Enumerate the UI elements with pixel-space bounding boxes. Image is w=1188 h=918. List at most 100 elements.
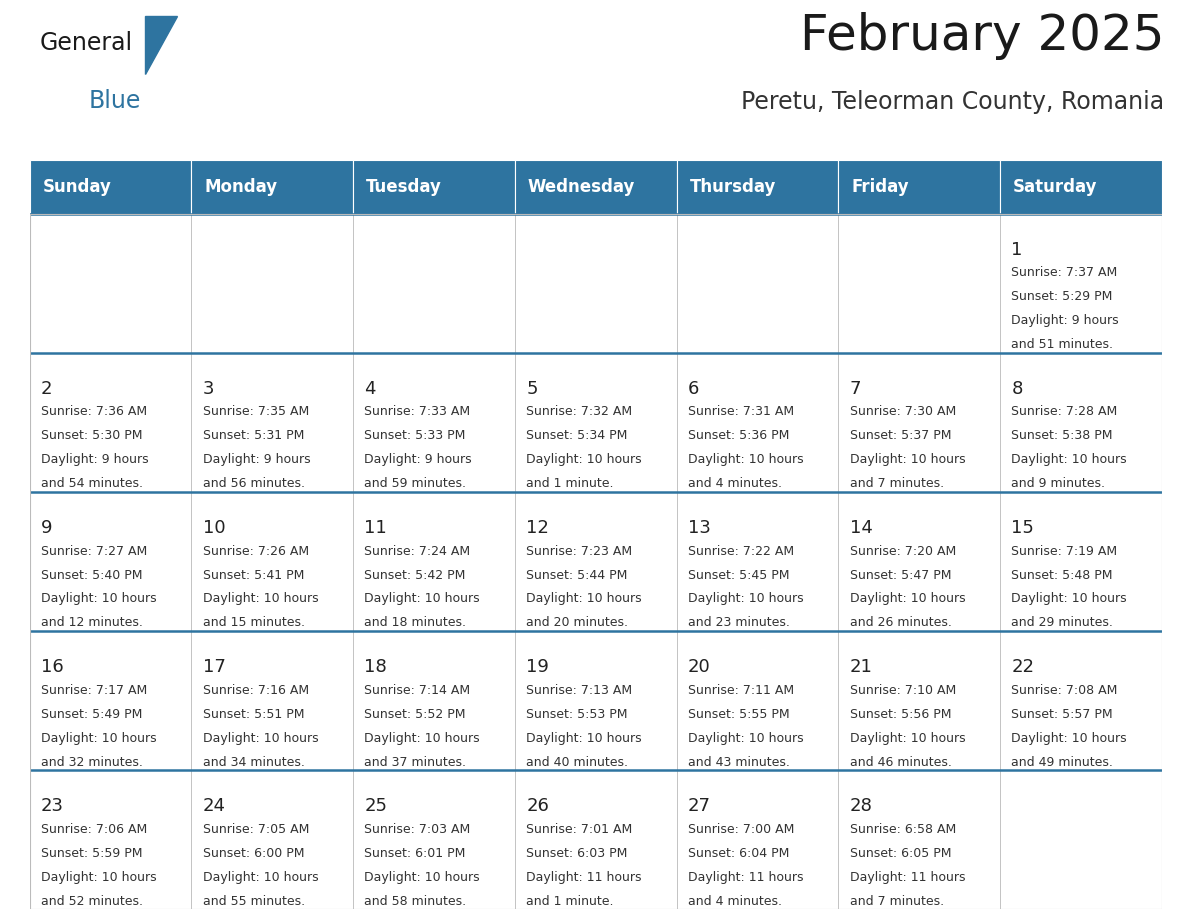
Text: 28: 28 <box>849 798 872 815</box>
Text: Sunrise: 7:35 AM: Sunrise: 7:35 AM <box>203 406 309 419</box>
Text: and 23 minutes.: and 23 minutes. <box>688 617 790 630</box>
Bar <box>839 770 1000 909</box>
Text: Sunset: 5:53 PM: Sunset: 5:53 PM <box>526 708 627 721</box>
Text: Sunset: 5:51 PM: Sunset: 5:51 PM <box>203 708 304 721</box>
Text: and 20 minutes.: and 20 minutes. <box>526 617 628 630</box>
Bar <box>839 631 1000 770</box>
Text: Daylight: 10 hours: Daylight: 10 hours <box>688 453 803 466</box>
Text: Sunset: 6:04 PM: Sunset: 6:04 PM <box>688 846 789 859</box>
Text: 22: 22 <box>1011 658 1035 677</box>
Bar <box>514 492 677 631</box>
Text: Daylight: 10 hours: Daylight: 10 hours <box>1011 592 1127 606</box>
Text: Sunset: 6:05 PM: Sunset: 6:05 PM <box>849 846 952 859</box>
Text: Daylight: 10 hours: Daylight: 10 hours <box>365 870 480 884</box>
Text: 15: 15 <box>1011 520 1035 537</box>
Text: and 40 minutes.: and 40 minutes. <box>526 756 628 768</box>
Text: Daylight: 10 hours: Daylight: 10 hours <box>203 592 318 606</box>
Text: 19: 19 <box>526 658 549 677</box>
Text: 24: 24 <box>203 798 226 815</box>
Text: Sunrise: 7:08 AM: Sunrise: 7:08 AM <box>1011 684 1118 697</box>
Text: and 34 minutes.: and 34 minutes. <box>203 756 304 768</box>
Text: General: General <box>40 31 133 55</box>
Text: Sunrise: 7:27 AM: Sunrise: 7:27 AM <box>42 544 147 557</box>
Bar <box>353 353 514 492</box>
Text: Sunset: 5:47 PM: Sunset: 5:47 PM <box>849 568 952 581</box>
Text: Sunrise: 7:13 AM: Sunrise: 7:13 AM <box>526 684 632 697</box>
Text: Sunrise: 7:26 AM: Sunrise: 7:26 AM <box>203 544 309 557</box>
Text: 23: 23 <box>42 798 64 815</box>
Text: Sunrise: 7:17 AM: Sunrise: 7:17 AM <box>42 684 147 697</box>
Text: Daylight: 10 hours: Daylight: 10 hours <box>526 732 642 744</box>
Text: Sunset: 5:38 PM: Sunset: 5:38 PM <box>1011 430 1113 442</box>
Text: 14: 14 <box>849 520 872 537</box>
Text: 26: 26 <box>526 798 549 815</box>
Text: Daylight: 10 hours: Daylight: 10 hours <box>42 592 157 606</box>
Text: 7: 7 <box>849 380 861 398</box>
Bar <box>839 160 1000 214</box>
Bar <box>1000 214 1162 353</box>
Text: Tuesday: Tuesday <box>366 177 442 196</box>
Text: Sunrise: 7:30 AM: Sunrise: 7:30 AM <box>849 406 956 419</box>
Text: Sunrise: 7:23 AM: Sunrise: 7:23 AM <box>526 544 632 557</box>
Text: Sunset: 5:37 PM: Sunset: 5:37 PM <box>849 430 952 442</box>
Text: Daylight: 10 hours: Daylight: 10 hours <box>1011 732 1127 744</box>
Bar <box>1000 160 1162 214</box>
Text: Sunset: 5:59 PM: Sunset: 5:59 PM <box>42 846 143 859</box>
Bar <box>30 214 191 353</box>
Bar <box>514 631 677 770</box>
Text: Sunrise: 7:03 AM: Sunrise: 7:03 AM <box>365 823 470 835</box>
Text: and 18 minutes.: and 18 minutes. <box>365 617 467 630</box>
Bar <box>191 214 353 353</box>
Text: Daylight: 10 hours: Daylight: 10 hours <box>526 592 642 606</box>
Text: 12: 12 <box>526 520 549 537</box>
Bar <box>677 631 839 770</box>
Text: and 15 minutes.: and 15 minutes. <box>203 617 305 630</box>
Text: and 29 minutes.: and 29 minutes. <box>1011 617 1113 630</box>
Bar <box>353 492 514 631</box>
Text: 18: 18 <box>365 658 387 677</box>
Text: Sunset: 6:01 PM: Sunset: 6:01 PM <box>365 846 466 859</box>
Text: Daylight: 9 hours: Daylight: 9 hours <box>365 453 472 466</box>
Text: and 7 minutes.: and 7 minutes. <box>849 477 943 490</box>
Text: Sunrise: 7:24 AM: Sunrise: 7:24 AM <box>365 544 470 557</box>
Bar <box>514 770 677 909</box>
Text: Daylight: 9 hours: Daylight: 9 hours <box>1011 314 1119 328</box>
Text: Daylight: 9 hours: Daylight: 9 hours <box>203 453 310 466</box>
Text: Sunrise: 7:37 AM: Sunrise: 7:37 AM <box>1011 266 1118 279</box>
Bar <box>1000 631 1162 770</box>
Bar <box>677 353 839 492</box>
Text: and 1 minute.: and 1 minute. <box>526 477 614 490</box>
Text: Sunrise: 7:19 AM: Sunrise: 7:19 AM <box>1011 544 1118 557</box>
Text: Daylight: 10 hours: Daylight: 10 hours <box>203 732 318 744</box>
Text: Daylight: 11 hours: Daylight: 11 hours <box>526 870 642 884</box>
Text: Daylight: 10 hours: Daylight: 10 hours <box>688 732 803 744</box>
Text: Sunset: 5:55 PM: Sunset: 5:55 PM <box>688 708 790 721</box>
Text: Sunset: 5:48 PM: Sunset: 5:48 PM <box>1011 568 1113 581</box>
Text: Sunset: 5:44 PM: Sunset: 5:44 PM <box>526 568 627 581</box>
Text: 21: 21 <box>849 658 872 677</box>
Bar <box>191 353 353 492</box>
Text: Sunset: 5:40 PM: Sunset: 5:40 PM <box>42 568 143 581</box>
Bar <box>30 160 191 214</box>
Text: Sunrise: 7:05 AM: Sunrise: 7:05 AM <box>203 823 309 835</box>
Text: 17: 17 <box>203 658 226 677</box>
Text: Wednesday: Wednesday <box>527 177 636 196</box>
Text: Sunrise: 7:14 AM: Sunrise: 7:14 AM <box>365 684 470 697</box>
Text: Sunrise: 7:11 AM: Sunrise: 7:11 AM <box>688 684 794 697</box>
Text: and 51 minutes.: and 51 minutes. <box>1011 339 1113 352</box>
Bar <box>677 770 839 909</box>
Text: 4: 4 <box>365 380 375 398</box>
Text: and 26 minutes.: and 26 minutes. <box>849 617 952 630</box>
Text: Daylight: 9 hours: Daylight: 9 hours <box>42 453 148 466</box>
Text: Monday: Monday <box>204 177 278 196</box>
Text: 11: 11 <box>365 520 387 537</box>
Bar <box>30 631 191 770</box>
Text: 8: 8 <box>1011 380 1023 398</box>
Text: and 59 minutes.: and 59 minutes. <box>365 477 467 490</box>
Text: February 2025: February 2025 <box>800 13 1164 61</box>
Text: Sunrise: 7:32 AM: Sunrise: 7:32 AM <box>526 406 632 419</box>
Text: Sunset: 5:34 PM: Sunset: 5:34 PM <box>526 430 627 442</box>
Text: 9: 9 <box>42 520 52 537</box>
Text: and 52 minutes.: and 52 minutes. <box>42 894 143 908</box>
Bar <box>839 492 1000 631</box>
